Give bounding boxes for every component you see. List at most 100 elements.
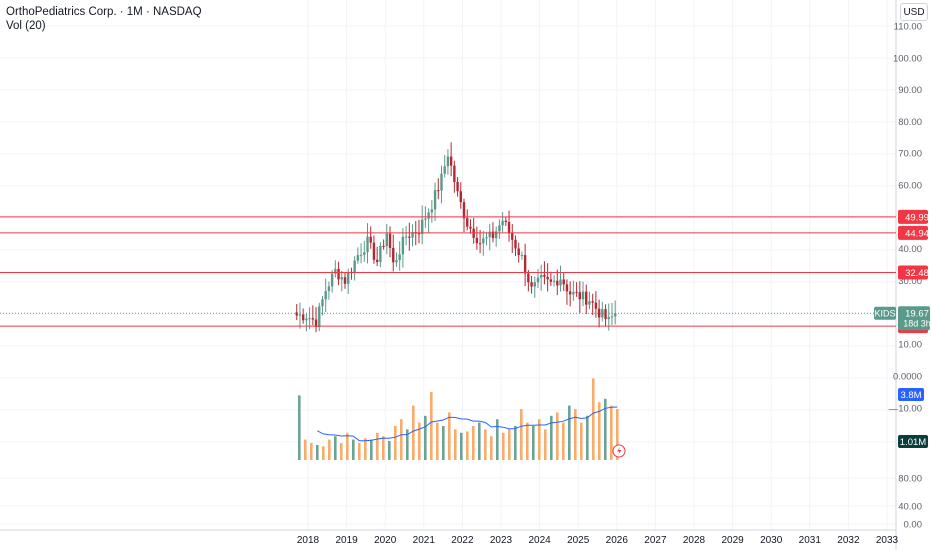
candle-body[interactable] — [462, 202, 466, 219]
volume-bars[interactable] — [298, 378, 619, 460]
volume-ma-tag[interactable] — [898, 388, 924, 401]
candle-body[interactable] — [604, 309, 607, 320]
candle-body[interactable] — [366, 236, 369, 253]
volume-bar[interactable] — [610, 405, 613, 460]
candle-body[interactable] — [298, 314, 302, 316]
candle-body[interactable] — [491, 231, 495, 239]
candle-body[interactable] — [347, 271, 350, 284]
volume-bar[interactable] — [586, 415, 589, 460]
volume-bar[interactable] — [316, 445, 319, 460]
candle-body[interactable] — [533, 282, 536, 287]
candle-body[interactable] — [610, 316, 614, 318]
symbol-title[interactable]: OrthoPediatrics Corp. · 1M · NASDAQ — [6, 6, 202, 18]
candle-body[interactable] — [565, 284, 569, 292]
candle-body[interactable] — [485, 237, 488, 239]
volume-bar[interactable] — [400, 419, 403, 460]
candle-body[interactable] — [343, 277, 347, 284]
volume-bar[interactable] — [580, 422, 583, 460]
volume-bar[interactable] — [502, 432, 505, 460]
candle-body[interactable] — [427, 212, 430, 219]
volume-bar[interactable] — [568, 405, 571, 460]
candle-body[interactable] — [488, 231, 491, 238]
candle-body[interactable] — [507, 222, 511, 234]
candle-body[interactable] — [340, 277, 343, 280]
candle-body[interactable] — [443, 166, 446, 174]
candle-body[interactable] — [404, 236, 408, 238]
volume-bar[interactable] — [430, 392, 433, 460]
candle-body[interactable] — [363, 252, 366, 255]
candle-body[interactable] — [613, 313, 617, 317]
volume-bar[interactable] — [424, 415, 427, 460]
candle-body[interactable] — [318, 306, 321, 328]
candle-body[interactable] — [562, 279, 565, 285]
candle-body[interactable] — [356, 255, 360, 261]
candle-body[interactable] — [559, 279, 562, 286]
candle-body[interactable] — [549, 279, 553, 282]
candle-body[interactable] — [408, 236, 411, 238]
level-price-tag[interactable] — [898, 209, 928, 224]
candle-body[interactable] — [388, 233, 392, 248]
candle-body[interactable] — [321, 299, 324, 307]
volume-bar[interactable] — [334, 436, 337, 460]
candle-body[interactable] — [523, 255, 527, 274]
candle-body[interactable] — [543, 274, 546, 277]
candle-body[interactable] — [504, 220, 508, 223]
candle-body[interactable] — [601, 309, 604, 318]
volume-bar[interactable] — [448, 412, 451, 460]
volume-bar[interactable] — [460, 432, 463, 460]
candle-body[interactable] — [369, 236, 372, 243]
volume-bar[interactable] — [358, 443, 361, 460]
volume-bar[interactable] — [466, 431, 469, 460]
volume-bar[interactable] — [322, 446, 325, 460]
volume-bar[interactable] — [532, 426, 535, 460]
candle-body[interactable] — [449, 156, 453, 166]
volume-bar[interactable] — [520, 409, 523, 460]
candle-body[interactable] — [324, 291, 327, 300]
volume-last-tag[interactable] — [898, 435, 928, 448]
candle-body[interactable] — [314, 319, 318, 328]
candle-body[interactable] — [353, 260, 356, 273]
level-price-tag[interactable] — [898, 265, 928, 280]
candle-body[interactable] — [494, 231, 498, 239]
candle-body[interactable] — [401, 236, 405, 255]
volume-bar[interactable] — [556, 412, 559, 460]
candle-body[interactable] — [514, 239, 517, 249]
candle-body[interactable] — [475, 237, 479, 244]
candle-body[interactable] — [456, 182, 459, 192]
candle-body[interactable] — [453, 165, 456, 183]
candle-body[interactable] — [578, 292, 582, 300]
candle-body[interactable] — [530, 282, 533, 287]
volume-bar[interactable] — [526, 422, 529, 460]
volume-bar[interactable] — [442, 426, 445, 460]
candle-body[interactable] — [440, 173, 443, 191]
candle-body[interactable] — [540, 274, 543, 278]
candle-body[interactable] — [556, 280, 559, 286]
volume-bar[interactable] — [436, 422, 439, 460]
candle-body[interactable] — [308, 318, 311, 320]
volume-bar[interactable] — [616, 409, 619, 460]
volume-bar[interactable] — [418, 422, 421, 460]
candle-body[interactable] — [607, 317, 610, 320]
volume-bar[interactable] — [538, 419, 541, 460]
time-axis[interactable]: 2018 2019 2020 2021 2022 2023 2024 2025 2026 2027… — [297, 535, 899, 546]
volume-bar[interactable] — [382, 436, 385, 460]
candle-body[interactable] — [594, 302, 598, 309]
volume-ma-line[interactable] — [317, 406, 618, 442]
candle-body[interactable] — [359, 254, 363, 256]
volume-bar[interactable] — [406, 429, 409, 460]
currency-button[interactable]: USD — [900, 3, 928, 21]
volume-bar[interactable] — [484, 429, 487, 460]
candle-body[interactable] — [305, 318, 308, 321]
candle-body[interactable] — [295, 312, 298, 316]
candle-body[interactable] — [469, 226, 472, 229]
volume-bar[interactable] — [394, 426, 397, 460]
candle-body[interactable] — [511, 233, 514, 240]
candle-body[interactable] — [546, 276, 549, 280]
volume-bar[interactable] — [364, 438, 367, 460]
candle-body[interactable] — [517, 248, 520, 256]
candle-body[interactable] — [437, 190, 440, 192]
volume-bar[interactable] — [478, 422, 481, 460]
volume-bar[interactable] — [544, 429, 547, 460]
candle-body[interactable] — [411, 232, 414, 238]
